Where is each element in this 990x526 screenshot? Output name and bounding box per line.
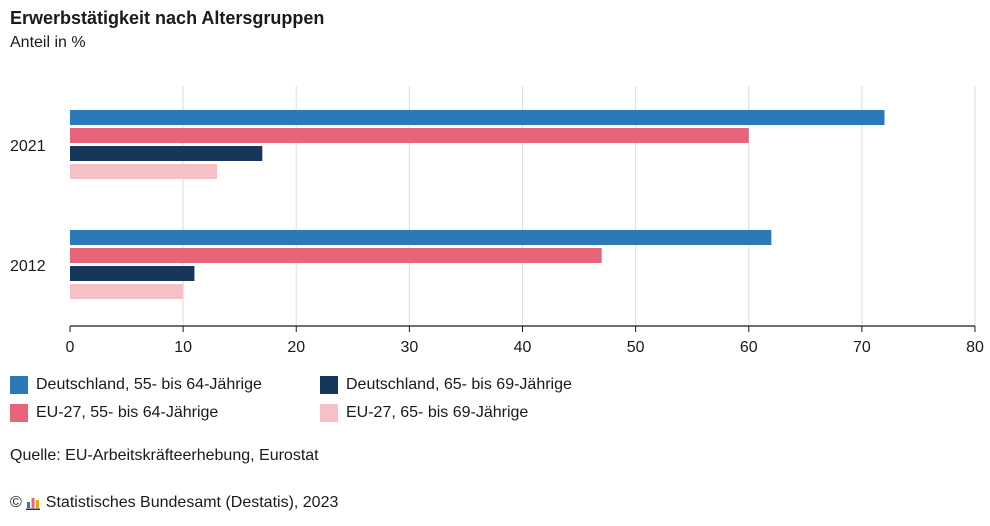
- x-tick-label: 50: [627, 339, 645, 356]
- legend-label: Deutschland, 55- bis 64-Jährige: [36, 376, 262, 393]
- legend-swatch: [320, 376, 338, 394]
- y-tick-label: 2012: [10, 258, 46, 275]
- x-tick-label: 20: [287, 339, 305, 356]
- bar: [70, 248, 602, 263]
- x-tick-label: 10: [174, 339, 192, 356]
- legend-item-de-65-69: Deutschland, 65- bis 69-Jährige: [320, 376, 572, 394]
- bar: [70, 230, 772, 245]
- legend-label: Deutschland, 65- bis 69-Jährige: [346, 376, 572, 393]
- bar: [70, 146, 263, 161]
- legend-label: EU-27, 55- bis 64-Jährige: [36, 404, 219, 421]
- x-tick-label: 0: [66, 339, 75, 356]
- legend-item-eu-65-69: EU-27, 65- bis 69-Jährige: [320, 404, 528, 422]
- bar: [70, 110, 885, 125]
- x-tick-label: 40: [514, 339, 532, 356]
- copyright-symbol: ©: [10, 494, 22, 511]
- legend-label: EU-27, 65- bis 69-Jährige: [346, 404, 529, 421]
- destatis-logo-icon: [25, 498, 40, 510]
- x-tick-label: 80: [966, 339, 984, 356]
- legend-swatch: [10, 404, 28, 422]
- footer-text: Statistisches Bundesamt (Destatis), 2023: [45, 494, 339, 511]
- footer: © Statistisches Bundesamt (Destatis), 20…: [10, 494, 338, 512]
- legend-item-de-55-64: Deutschland, 55- bis 64-Jährige: [10, 376, 262, 394]
- legend-item-eu-55-64: EU-27, 55- bis 64-Jährige: [10, 404, 218, 422]
- x-tick-label: 70: [853, 339, 871, 356]
- bar-chart: 2021 2012 0 10 20 30 40 50 60 70 80: [10, 86, 984, 356]
- bar: [70, 284, 184, 299]
- chart-title: Erwerbstätigkeit nach Altersgruppen: [10, 8, 325, 28]
- chart-subtitle: Anteil in %: [10, 34, 86, 51]
- bar: [70, 266, 195, 281]
- source-note: Quelle: EU-Arbeitskräfteerhebung, Eurost…: [10, 447, 319, 464]
- bar: [70, 164, 218, 179]
- y-tick-label: 2021: [10, 138, 46, 155]
- x-tick-label: 30: [400, 339, 418, 356]
- x-tick-label: 60: [740, 339, 758, 356]
- legend-swatch: [10, 376, 28, 394]
- bar: [70, 128, 749, 143]
- legend-swatch: [320, 404, 338, 422]
